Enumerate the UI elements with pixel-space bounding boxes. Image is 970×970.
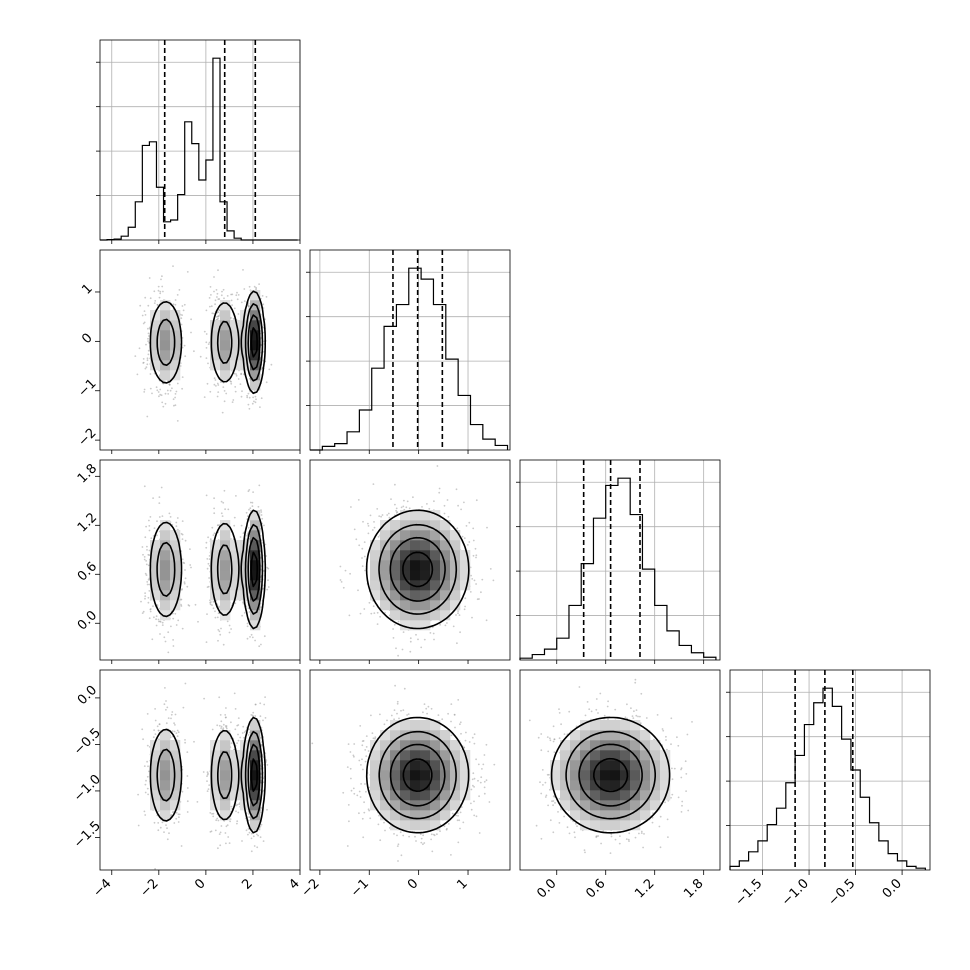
panel-3-0-contours [149,716,266,834]
xtick-label-3-0: −1.5 [732,876,765,909]
ytick-label-1-1: −1 [75,376,99,400]
hist-3-bars [729,687,926,870]
scatter-panel-1-0 [99,249,301,451]
panel-2-1-contour-1 [378,523,458,615]
panel-1-0-frame [99,249,301,451]
xtick-label-0-2: 0 [192,876,208,892]
panel-3-2-contour-0 [550,716,671,834]
panel-3-2-contour-1 [565,730,656,820]
hist-panel-1 [306,249,511,451]
panel-2-1-contour-2 [389,536,446,602]
xtick-label-2-0: 0.0 [534,876,559,901]
scatter-panel-2-0 [99,459,301,661]
panel-1-0-contour-1 [156,303,264,382]
panel-2-0-contour-0 [149,509,267,630]
hist-2-bars [519,477,717,660]
panel-3-1-contour-2 [389,743,446,807]
xtick-label-1-2: 0 [405,876,421,892]
panel-1-0-contours [149,290,266,395]
hist-0-bars [100,57,298,241]
ytick-label-2-2: 1.2 [75,510,100,535]
panel-2-0-contour-1 [156,523,264,615]
xtick-label-3-3: 0.0 [880,876,905,901]
panel-3-0-contour-0 [149,716,266,834]
panel-3-1-contour-0 [365,716,470,834]
xtick-label-3-2: −0.5 [825,876,858,909]
scatter-panel-3-2 [519,669,721,871]
xtick-label-3-1: −1.0 [779,876,812,909]
panel-2-0-contour-2 [247,536,261,602]
xtick-label-2-2: 1.2 [632,876,657,901]
xtick-label-2-1: 0.6 [583,876,608,901]
ytick-label-3-2: −0.5 [71,725,104,758]
ytick-label-2-0: 0.0 [75,608,100,633]
hist-panel-2 [516,459,721,661]
hist-panel-0 [96,39,301,241]
hist-0-frame [99,39,301,241]
ytick-label-2-3: 1.8 [75,461,100,486]
panel-3-2-contour-2 [578,743,643,807]
panel-3-0-frame [99,669,301,871]
panel-3-1-density [370,720,471,831]
ytick-label-3-0: −1.5 [71,818,104,851]
xtick-label-1-3: 1 [454,876,470,892]
hist-panel-3 [726,669,931,871]
panel-2-1-contour-0 [365,509,470,630]
hist-2-frame [519,459,721,661]
xtick-label-0-3: 2 [239,876,255,892]
panel-2-0-density [150,510,261,631]
xtick-label-2-3: 1.8 [681,876,706,901]
panel-2-1-frame [309,459,511,661]
panel-3-0-contour-3 [250,758,258,792]
panel-1-0-contour-0 [149,290,266,395]
panel-1-0-density [150,290,261,391]
panel-2-1-contour-3 [402,551,434,588]
panel-3-1-contour-3 [402,758,433,792]
panel-3-0-contour-2 [247,743,261,807]
panel-2-0-contour-3 [250,551,258,588]
panel-3-0-contour-1 [156,730,264,820]
xtick-label-1-1: −1 [348,876,372,900]
panel-2-0-frame [99,459,301,661]
hist-1-bars [310,267,509,451]
panel-1-0-contour-2 [247,314,261,371]
panel-3-1-contours [365,716,470,834]
ytick-label-1-3: 1 [79,281,95,297]
panel-1-0-contour-3 [250,327,258,358]
panel-2-0-contours [149,509,267,630]
scatter-panel-2-1 [309,459,511,661]
panel-3-1-contour-1 [378,730,457,820]
panel-3-2-contours [550,716,671,834]
panel-3-0-density [150,720,261,831]
ytick-label-2-1: 0.6 [75,559,100,584]
scatter-panel-3-1 [309,669,511,871]
ytick-label-1-0: −2 [75,426,99,450]
scatter-panel-3-0 [99,669,301,871]
ytick-label-1-2: 0 [79,331,95,347]
xtick-label-0-0: −4 [90,876,114,900]
ytick-label-3-3: 0.0 [75,683,100,708]
panel-3-2-contour-3 [593,757,629,793]
panel-2-1-contours [365,509,470,630]
hist-1-frame [309,249,511,451]
xtick-label-1-0: −2 [299,876,323,900]
ytick-label-3-1: −1.0 [71,772,104,805]
panel-3-2-frame [519,669,721,871]
panel-3-2-density [550,720,671,831]
panel-3-1-frame [309,669,511,871]
hist-3-frame [729,669,931,871]
xtick-label-0-1: −2 [137,876,161,900]
